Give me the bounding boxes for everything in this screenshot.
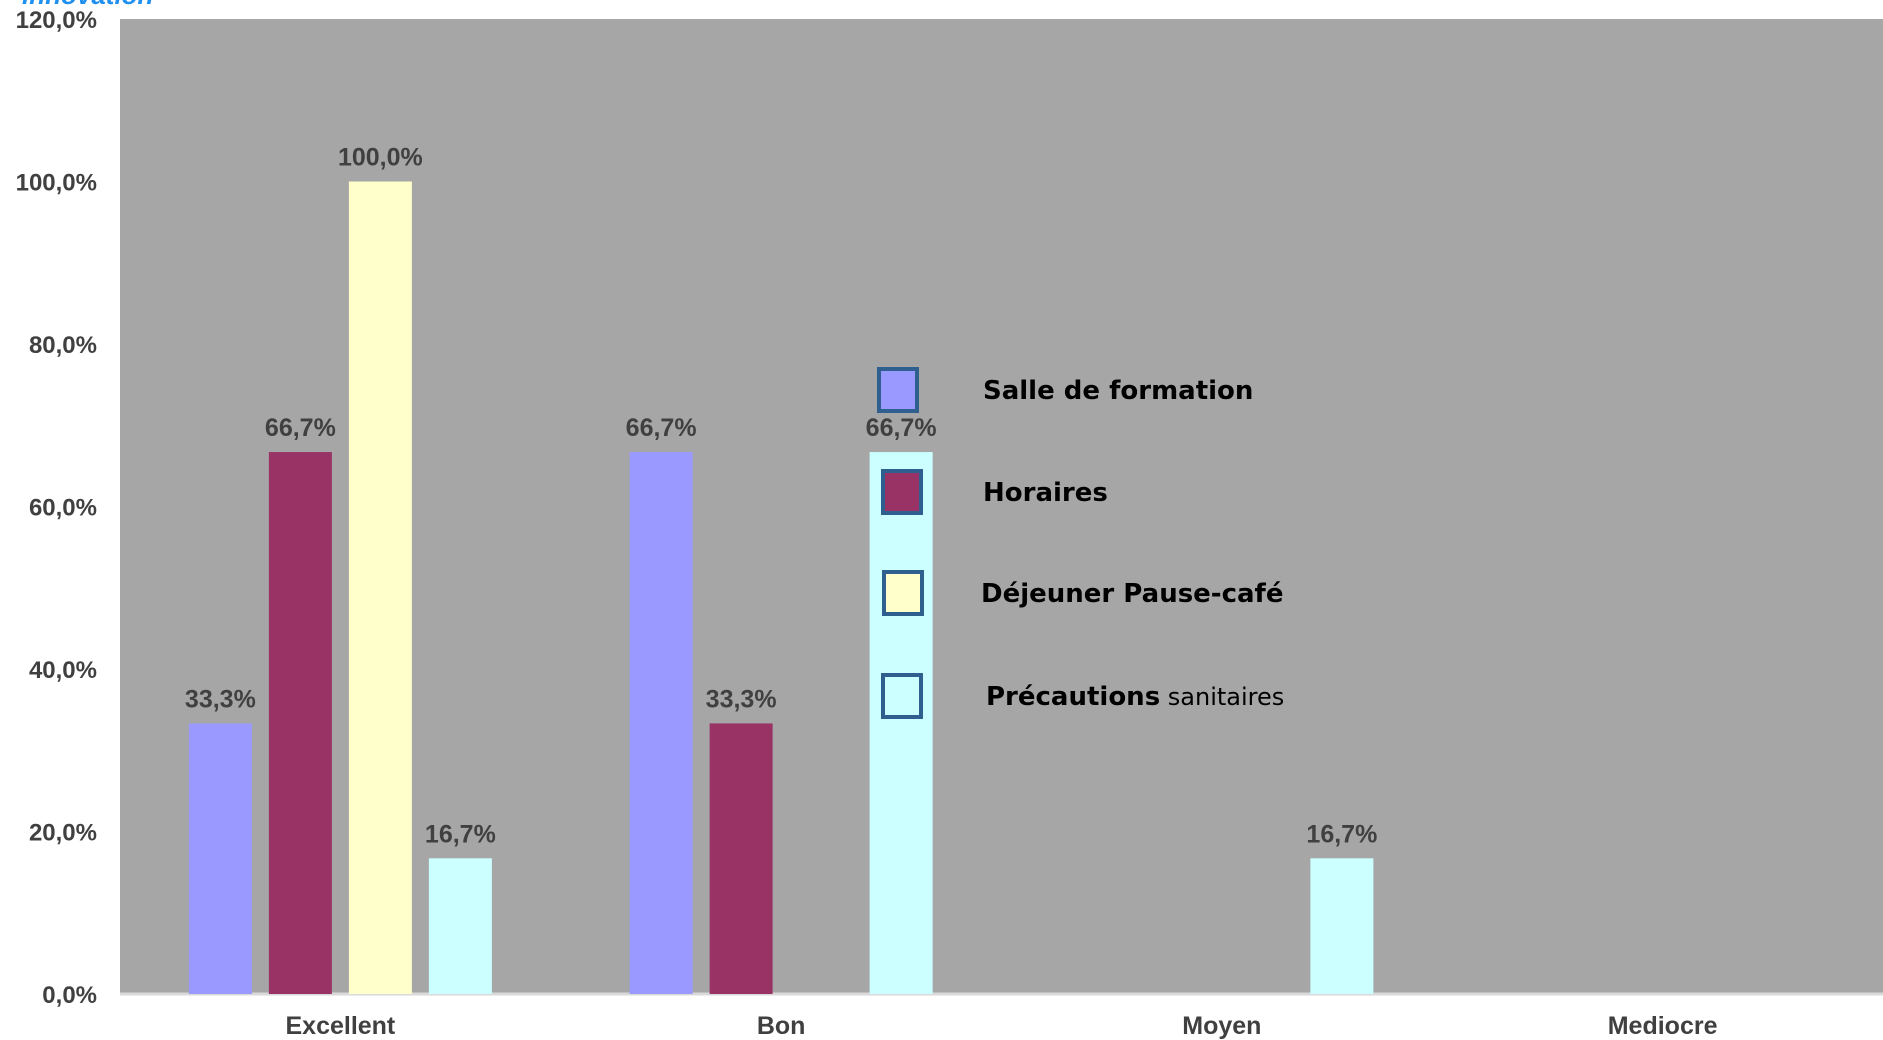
bar xyxy=(428,858,492,994)
bar xyxy=(188,723,252,994)
legend: Salle de formation Horaires Déjeuner Pause… xyxy=(877,367,1284,719)
y-axis: 0,0% 20,0% 40,0% 60,0% 80,0% 100,0% 120,0% xyxy=(16,7,97,1009)
bar xyxy=(869,452,933,994)
y-tick-label: 0,0% xyxy=(42,982,97,1009)
legend-swatch xyxy=(877,367,919,413)
legend-swatch xyxy=(882,570,924,616)
y-tick-label: 100,0% xyxy=(16,170,97,197)
y-tick-label: 80,0% xyxy=(29,332,97,359)
plot-area xyxy=(120,19,1883,994)
bar xyxy=(629,452,693,994)
data-label: 66,7% xyxy=(265,414,336,442)
legend-swatch xyxy=(881,469,923,515)
y-tick-label: 120,0% xyxy=(16,7,97,34)
data-label: 16,7% xyxy=(425,820,496,848)
y-tick-label: 20,0% xyxy=(29,820,97,847)
bar-series xyxy=(188,181,1374,994)
bar xyxy=(709,723,773,994)
data-label: 33,3% xyxy=(706,685,777,713)
x-category-label: Bon xyxy=(757,1012,806,1040)
bar xyxy=(1310,858,1374,994)
brand-text: innovation xyxy=(22,0,153,10)
legend-label: Salle de formation xyxy=(983,376,1253,406)
bar xyxy=(268,452,332,994)
data-label: 16,7% xyxy=(1306,820,1377,848)
legend-label: Précautions sanitaires xyxy=(986,682,1284,712)
data-label: 33,3% xyxy=(185,685,256,713)
x-category-label: Moyen xyxy=(1182,1012,1261,1040)
x-category-label: Excellent xyxy=(285,1012,395,1040)
x-axis: Excellent Bon Moyen Mediocre xyxy=(120,992,1883,1040)
x-category-label: Mediocre xyxy=(1608,1012,1718,1040)
legend-label: Déjeuner Pause-café xyxy=(981,579,1284,609)
data-labels: 33,3% 66,7% 66,7% 33,3% 100,0% 16,7% 66,7% 16,7… xyxy=(185,144,1377,849)
y-tick-label: 60,0% xyxy=(29,495,97,522)
data-label: 66,7% xyxy=(866,414,937,442)
data-label: 100,0% xyxy=(338,144,423,172)
y-tick-label: 40,0% xyxy=(29,657,97,684)
legend-label: Horaires xyxy=(983,478,1108,508)
data-label: 66,7% xyxy=(626,414,697,442)
legend-swatch xyxy=(881,673,923,719)
bar xyxy=(348,181,412,994)
